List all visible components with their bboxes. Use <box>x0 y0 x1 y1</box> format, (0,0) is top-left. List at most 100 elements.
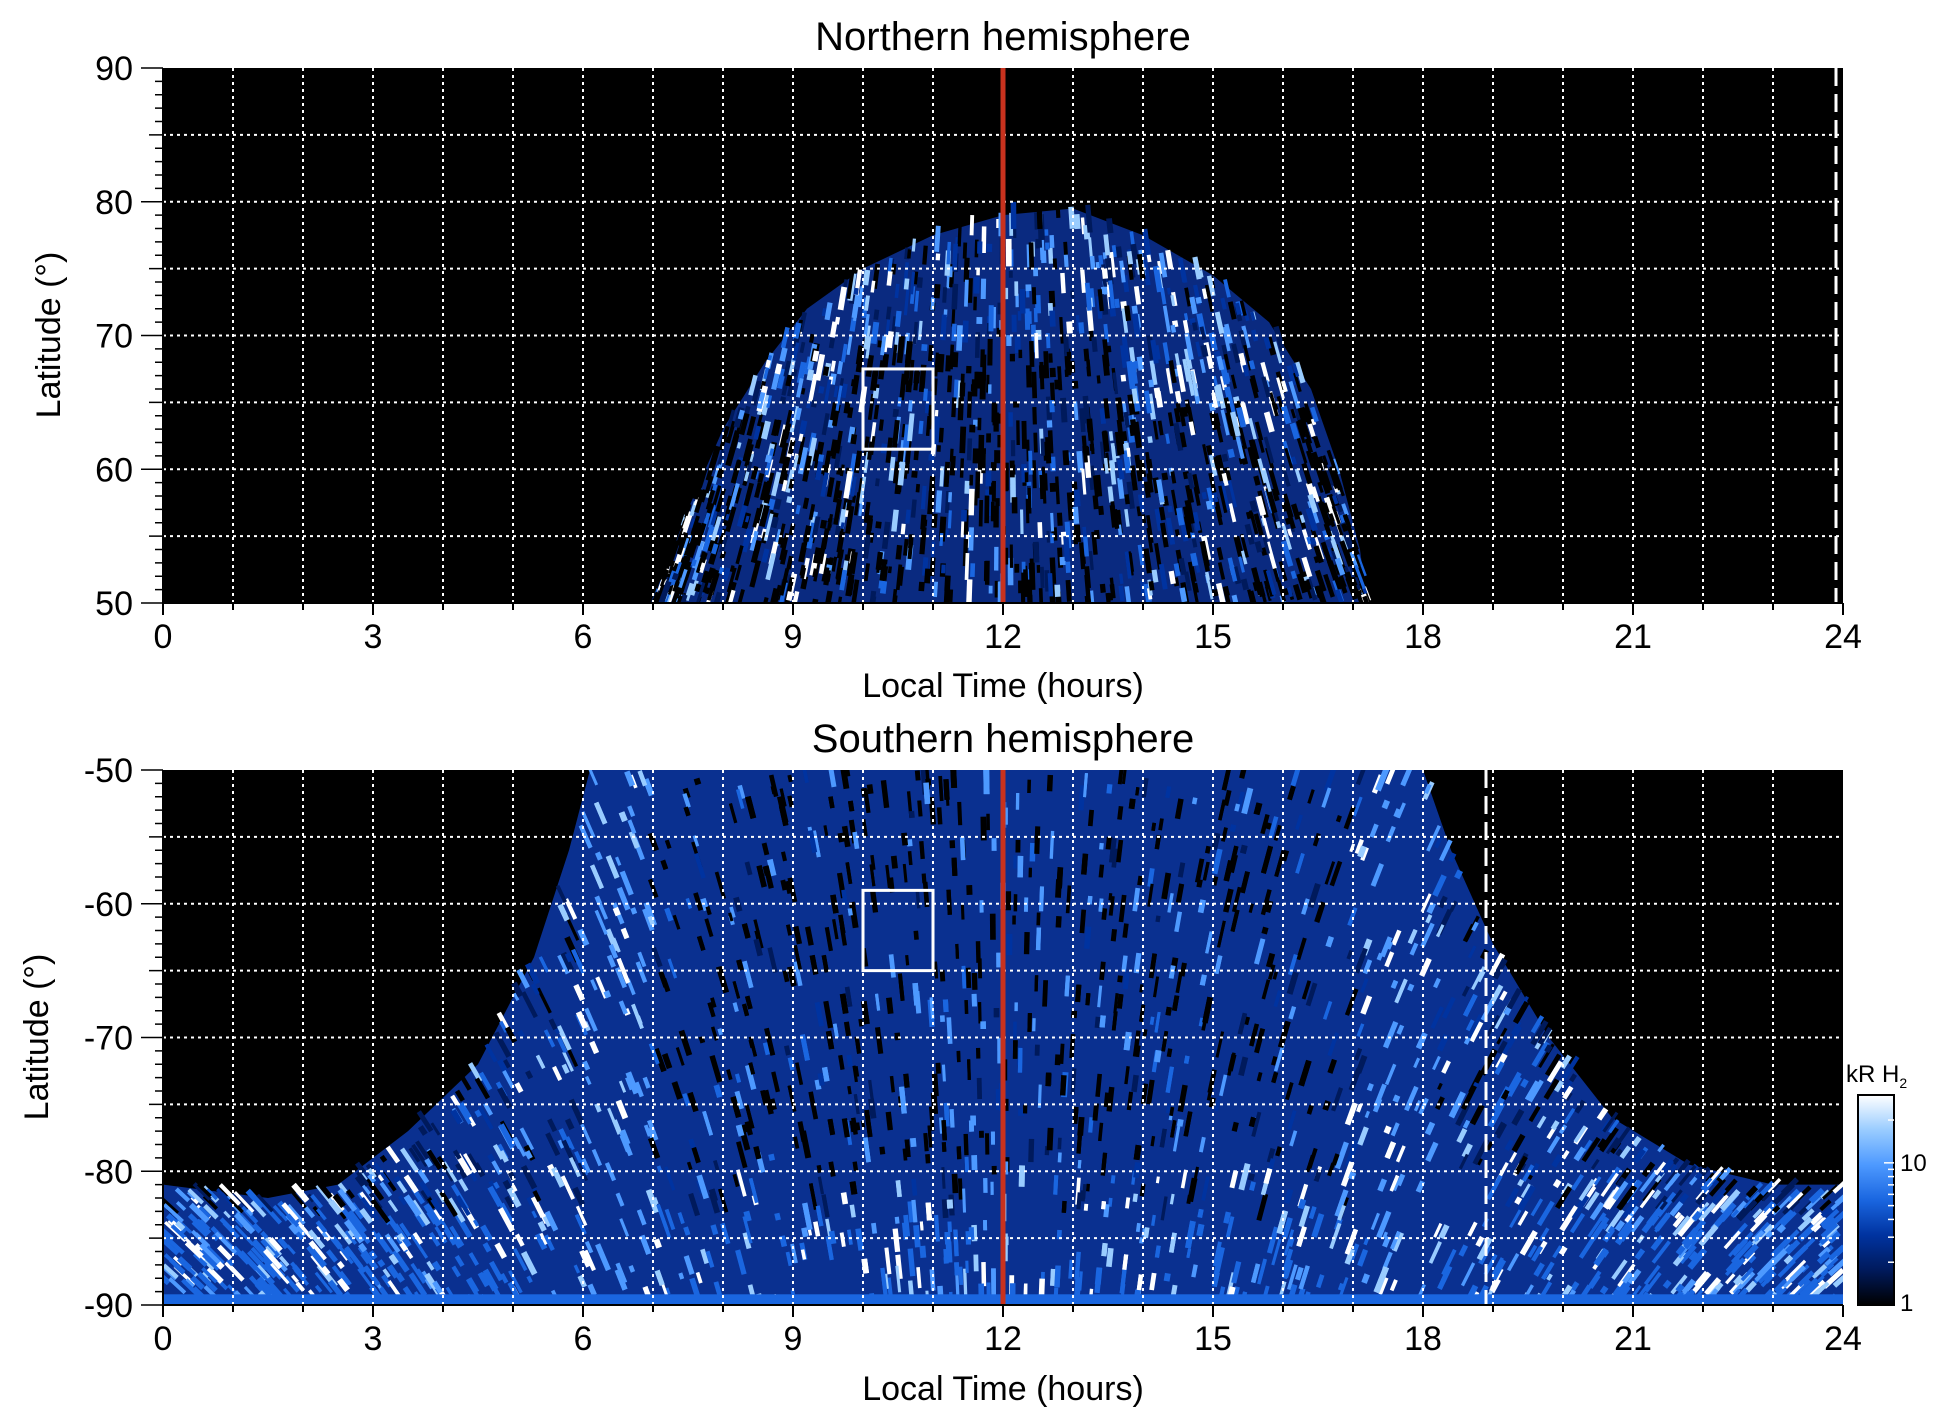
emission-streak <box>1139 984 1144 993</box>
emission-streak <box>1602 1186 1622 1210</box>
emission-streak <box>910 499 917 518</box>
emission-streak <box>443 1228 456 1246</box>
emission-streak <box>1311 1213 1325 1238</box>
emission-streak <box>749 530 759 552</box>
emission-streak <box>904 1139 911 1158</box>
emission-streak <box>1287 528 1293 536</box>
emission-streak <box>792 322 802 341</box>
emission-streak <box>814 459 824 481</box>
emission-streak <box>1301 556 1313 578</box>
emission-streak <box>1596 1107 1609 1121</box>
emission-streak <box>1062 333 1070 357</box>
emission-streak <box>184 1240 204 1259</box>
x-tick-label: 9 <box>784 1320 803 1358</box>
emission-streak <box>1044 570 1051 592</box>
emission-streak <box>1273 325 1286 352</box>
emission-streak <box>808 1183 818 1210</box>
emission-streak <box>1186 1248 1192 1259</box>
emission-streak <box>934 225 941 252</box>
emission-streak <box>1215 384 1226 409</box>
emission-streak <box>1111 245 1117 258</box>
emission-streak <box>647 878 659 899</box>
emission-streak <box>1169 1193 1175 1205</box>
emission-streak <box>1184 499 1195 525</box>
emission-streak <box>1201 288 1208 300</box>
emission-streak <box>763 865 774 889</box>
emission-streak <box>1031 460 1037 489</box>
emission-streak <box>1096 295 1103 319</box>
emission-streak <box>1151 1214 1156 1227</box>
emission-streak <box>571 948 586 974</box>
emission-streak <box>1182 506 1193 533</box>
emission-streak <box>1362 595 1370 603</box>
emission-streak <box>782 970 790 983</box>
emission-streak <box>1811 1263 1828 1280</box>
emission-streak <box>1531 1041 1550 1068</box>
y-tick-label: -80 <box>84 1153 133 1191</box>
emission-streak <box>1220 409 1230 436</box>
emission-streak <box>727 589 736 603</box>
emission-streak <box>912 321 918 345</box>
emission-streak <box>836 548 845 559</box>
emission-streak <box>702 525 715 552</box>
emission-streak <box>277 1237 289 1250</box>
emission-streak <box>1291 400 1301 421</box>
emission-streak <box>310 1193 324 1209</box>
emission-streak <box>805 455 813 472</box>
emission-streak <box>690 515 700 537</box>
emission-streak <box>1290 456 1297 466</box>
emission-streak <box>344 1230 358 1245</box>
emission-streak <box>386 1264 400 1279</box>
emission-streak <box>1182 358 1190 382</box>
emission-streak <box>1655 1195 1668 1210</box>
emission-streak <box>538 956 550 973</box>
emission-streak <box>1336 503 1344 513</box>
emission-streak <box>1090 590 1095 603</box>
emission-streak <box>214 1231 237 1255</box>
emission-streak <box>917 800 923 817</box>
emission-streak <box>923 1132 929 1152</box>
emission-streak <box>1461 985 1470 997</box>
emission-streak <box>1627 1268 1642 1285</box>
emission-streak <box>1544 1044 1553 1054</box>
emission-streak <box>1331 1153 1340 1166</box>
emission-streak <box>1698 1202 1716 1222</box>
emission-streak <box>1369 823 1379 838</box>
emission-streak <box>1435 1096 1445 1110</box>
emission-streak <box>506 1187 522 1208</box>
emission-streak <box>713 1159 720 1171</box>
emission-streak <box>1396 1024 1405 1035</box>
emission-streak <box>886 331 894 349</box>
emission-streak <box>1181 406 1189 418</box>
emission-streak <box>715 965 730 994</box>
emission-streak <box>1059 1043 1065 1064</box>
emission-streak <box>1294 361 1306 384</box>
tick-marks: 0 3 6 9 12 15 18 21 24-90-80-70-60-50 <box>84 752 1862 1358</box>
emission-streak <box>1066 321 1073 334</box>
emission-streak <box>821 1066 830 1082</box>
emission-streak <box>439 1191 458 1217</box>
emission-streak <box>683 1226 691 1236</box>
emission-streak <box>1391 1231 1405 1252</box>
emission-streak <box>1117 477 1125 499</box>
emission-streak <box>530 983 540 996</box>
emission-streak <box>1419 957 1432 977</box>
emission-streak <box>865 336 872 359</box>
emission-streak <box>713 1084 723 1098</box>
emission-streak <box>477 1271 490 1288</box>
southern-panel: Southern hemisphere 0 3 6 9 12 15 18 21 24-90-80… <box>18 717 1862 1408</box>
emission-streak <box>1503 1006 1512 1016</box>
emission-streak <box>1363 1237 1370 1246</box>
emission-streak <box>1326 449 1339 475</box>
emission-streak <box>1249 1181 1256 1191</box>
emission-streak <box>1216 920 1226 948</box>
emission-streak <box>813 1221 821 1237</box>
emission-streak <box>927 344 934 362</box>
emission-streak <box>377 1259 386 1268</box>
emission-streak <box>1083 348 1090 362</box>
emission-streak <box>1155 344 1161 360</box>
emission-streak <box>573 1264 581 1274</box>
emission-streak <box>900 523 906 535</box>
emission-streak <box>1050 1268 1056 1286</box>
emission-streak <box>399 1222 411 1238</box>
